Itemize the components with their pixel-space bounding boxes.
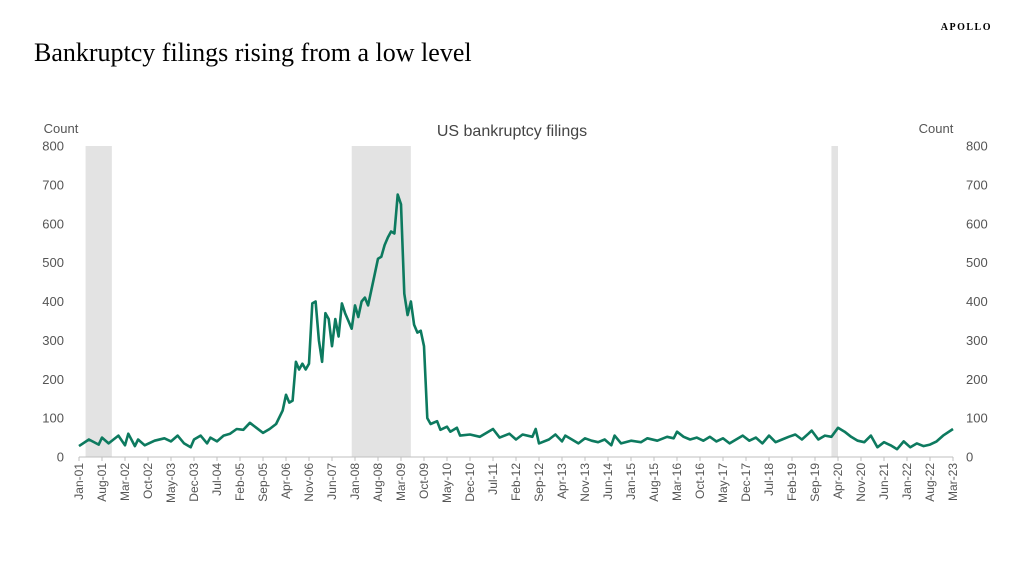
y-tick-label-left: 700	[42, 177, 64, 192]
y-axis-left-title: Count	[44, 121, 79, 136]
x-tick-label: Mar-23	[946, 463, 960, 501]
x-tick-label: Feb-12	[509, 463, 523, 501]
x-tick-label: May-03	[164, 463, 178, 503]
x-tick-label: Nov-13	[578, 463, 592, 502]
x-tick-label: Jun-14	[601, 463, 615, 500]
x-tick-label: Jan-01	[72, 463, 86, 500]
y-tick-label-left: 0	[57, 450, 64, 465]
y-tick-label-right: 100	[966, 411, 988, 426]
x-tick-label: Apr-06	[279, 463, 293, 499]
x-tick-label: Oct-02	[141, 463, 155, 499]
y-tick-label-right: 700	[966, 177, 988, 192]
x-tick-label: Nov-06	[302, 463, 316, 502]
y-tick-label-right: 600	[966, 216, 988, 231]
y-tick-label-right: 0	[966, 450, 973, 465]
x-tick-label: Jan-15	[624, 463, 638, 500]
x-tick-label: Feb-05	[233, 463, 247, 501]
y-tick-label-right: 300	[966, 333, 988, 348]
x-tick-label: Oct-09	[417, 463, 431, 499]
y-axis-right-ticks: 0 100 200 300 400 500 600 700 800	[966, 139, 988, 465]
x-tick-label: Dec-03	[187, 463, 201, 502]
bankruptcy-filings-line	[78, 193, 954, 451]
x-tick-label: Mar-02	[118, 463, 132, 501]
y-tick-label-right: 200	[966, 372, 988, 387]
page-headline: Bankruptcy filings rising from a low lev…	[34, 38, 472, 67]
recession-shading-group	[85, 146, 838, 457]
y-axis-right-title: Count	[919, 121, 954, 136]
x-tick-label: Apr-13	[555, 463, 569, 499]
x-tick-label: Jun-07	[325, 463, 339, 500]
x-tick-label: Jul-04	[210, 463, 224, 496]
x-tick-label: May-10	[440, 463, 454, 503]
recession-band	[831, 146, 838, 457]
y-tick-label-left: 300	[42, 333, 64, 348]
x-tick-label: Feb-19	[785, 463, 799, 501]
recession-band	[85, 146, 112, 457]
x-tick-label: Dec-17	[739, 463, 753, 502]
x-tick-label: Sep-05	[256, 463, 270, 502]
x-tick-label: Mar-09	[394, 463, 408, 501]
x-tick-label: Apr-20	[831, 463, 845, 499]
x-tick-label: Mar-16	[670, 463, 684, 501]
y-tick-label-right: 800	[966, 139, 988, 154]
x-tick-label: Dec-10	[463, 463, 477, 502]
x-tick-label: Aug-22	[923, 463, 937, 502]
x-tick-label: Aug-15	[647, 463, 661, 502]
x-tick-label: Sep-19	[808, 463, 822, 502]
x-tick-label: May-17	[716, 463, 730, 503]
x-axis-ticks: Jan-01 Aug-01 Mar-02 Oct-02 May-03 Dec-03 Jul-…	[72, 457, 960, 503]
y-tick-label-right: 500	[966, 255, 988, 270]
y-tick-label-left: 800	[42, 139, 64, 154]
chart-title: US bankruptcy filings	[437, 123, 587, 140]
x-tick-label: Jun-21	[877, 463, 891, 500]
x-tick-label: Oct-16	[693, 463, 707, 499]
x-tick-label: Aug-08	[371, 463, 385, 502]
y-tick-label-left: 100	[42, 411, 64, 426]
y-axis-left-ticks: 0 100 200 300 400 500 600 700 800	[42, 139, 64, 465]
y-tick-label-left: 400	[42, 294, 64, 309]
y-tick-label-left: 600	[42, 216, 64, 231]
apollo-logo: APOLLO	[940, 22, 992, 33]
y-tick-label-left: 200	[42, 372, 64, 387]
x-tick-label: Nov-20	[854, 463, 868, 502]
y-tick-label-right: 400	[966, 294, 988, 309]
x-tick-label: Sep-12	[532, 463, 546, 502]
x-tick-label: Jan-22	[900, 463, 914, 500]
x-tick-label: Aug-01	[95, 463, 109, 502]
x-tick-label: Jul-11	[486, 463, 500, 495]
x-tick-label: Jan-08	[348, 463, 362, 500]
x-tick-label: Jul-18	[762, 463, 776, 496]
y-tick-label-left: 500	[42, 255, 64, 270]
